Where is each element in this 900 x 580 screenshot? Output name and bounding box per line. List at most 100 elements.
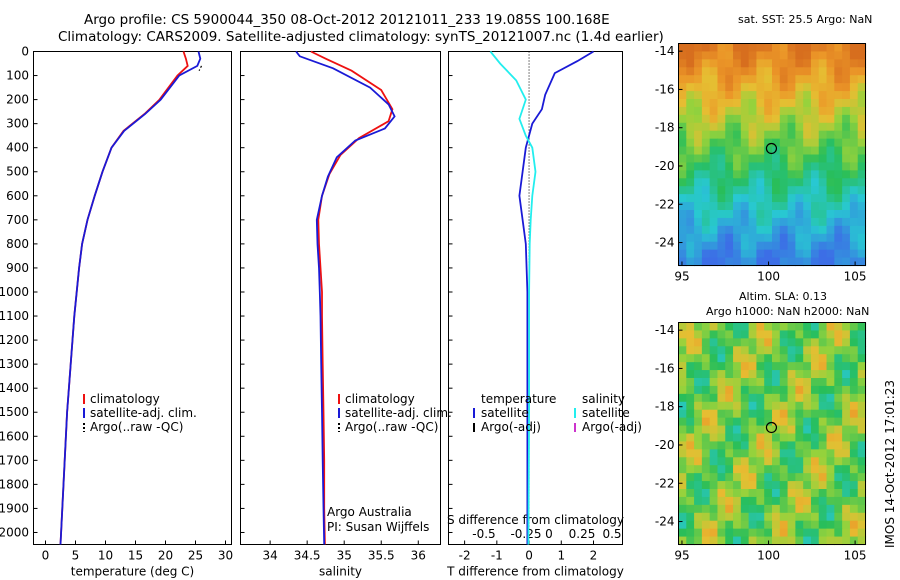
heatmap-cell [717,241,726,251]
heatmap-cell [810,225,820,235]
depth-tick-label: 0 [21,45,29,59]
heatmap-cell [678,154,687,164]
temperature-plot: 0 5 10 15 20 25 30 temperature (deg C) [42,51,233,579]
top-tick-label: 0.5 [602,527,621,541]
heatmap-cell [709,249,719,259]
heatmap-cell [772,114,781,124]
heatmap-cell [686,457,695,466]
depth-tick-label: 800 [6,237,29,251]
heatmap-cell [834,481,843,490]
heatmap-cell [733,362,742,371]
heatmap-cell [748,449,758,458]
map-y-tick-label: -14 [655,44,675,58]
heatmap-cell [740,51,750,60]
heatmap-cell [779,457,789,466]
heatmap-cell [725,202,734,211]
heatmap-cell [842,67,851,76]
heatmap-cell [818,385,828,395]
heatmap-cell [772,257,781,267]
heatmap-cell [701,425,711,435]
heatmap-cell [787,186,796,195]
heatmap-cell [733,154,742,164]
map-x-tick-label: 105 [844,270,867,284]
heatmap-cell [748,99,758,108]
heatmap-cell [686,186,695,195]
heatmap-cell [826,59,835,68]
heatmap-cell [818,130,828,140]
heatmap-cell [701,322,711,332]
heatmap-cell [849,425,859,435]
heatmap-cell [733,59,742,68]
heatmap-cell [810,75,820,84]
heatmap-cell [857,75,867,84]
argo-location-marker [765,142,778,155]
depth-tick-label: 600 [6,189,29,203]
heatmap-cell [678,346,687,355]
heatmap-cell [733,99,742,108]
heatmap-cell [834,354,843,363]
heatmap-cell [717,59,726,68]
heatmap-cell [772,528,781,538]
heatmap-cell [810,322,820,332]
heatmap-cell [717,43,726,53]
heatmap-cell [678,194,687,203]
heatmap-cell [764,504,773,514]
heatmap-cell [818,457,828,466]
heatmap-cell [764,75,773,84]
heatmap-cell [686,59,695,68]
heatmap-cell [834,338,843,347]
heatmap-cell [725,481,734,490]
heatmap-cell [826,362,835,371]
map-x-tick-label: 100 [757,270,780,284]
heatmap-cell [748,146,758,156]
heatmap-cell [694,257,703,267]
heatmap-cell [834,473,843,482]
heatmap-cell [772,122,781,132]
heatmap-cell [694,130,703,140]
map-y-tick-label: -18 [655,121,675,135]
heatmap-cell [857,489,867,498]
heatmap-cell [787,481,796,490]
heatmap-cell [740,338,750,347]
heatmap-cell [857,417,867,427]
heatmap-cell [709,385,719,395]
heatmap-cell [709,217,719,227]
heatmap-cell [772,354,781,363]
map-y-tick-label: -16 [655,361,675,375]
heatmap-cell [826,425,835,435]
heatmap-cell [709,520,719,530]
heatmap-cell [748,362,758,371]
heatmap-cell [818,194,828,203]
x-tick-label: 30 [218,549,233,563]
heatmap-cell [795,162,804,171]
heatmap-cell [764,362,773,371]
heatmap-cell [748,425,758,435]
heatmap-cell [842,122,851,132]
heatmap-cell [717,217,726,227]
heatmap-cell [748,202,758,211]
heatmap-cell [803,401,812,411]
heatmap-cell [779,465,789,474]
heatmap-cell [779,91,789,100]
heatmap-cell [694,370,703,379]
heatmap-cell [678,233,687,243]
heatmap-cell [717,409,726,419]
heatmap-cell [795,401,804,411]
heatmap-cell [795,154,804,164]
heatmap-cell [834,433,843,443]
heatmap-cell [740,67,750,76]
heatmap-cell [818,409,828,419]
heatmap-cell [849,496,859,506]
heatmap-cell [740,83,750,92]
heatmap-cell [787,210,796,219]
heatmap-cell [810,441,820,450]
heatmap-cell [686,122,695,132]
heatmap-cell [748,465,758,474]
heatmap-cell [818,83,828,92]
heatmap-cell [849,354,859,363]
heatmap-cell [678,186,687,195]
heatmap-cell [733,489,742,498]
heatmap-cell [686,433,695,443]
heatmap-cell [810,354,820,363]
heatmap-cell [849,59,859,68]
